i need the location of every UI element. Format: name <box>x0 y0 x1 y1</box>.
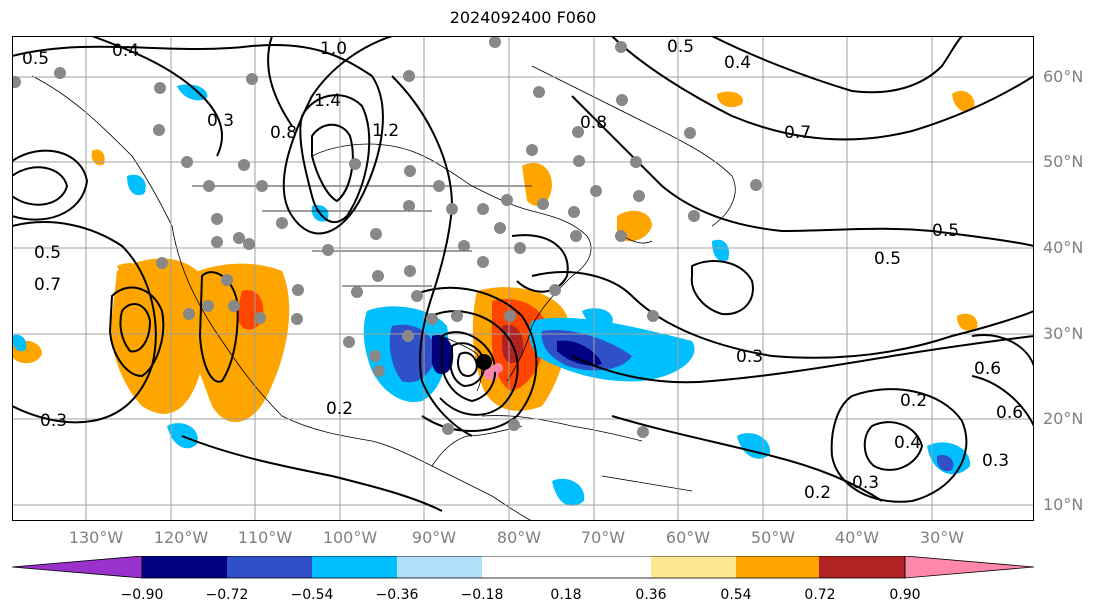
lon-label: 110°W <box>237 528 293 547</box>
contour-label: 0.6 <box>974 359 1001 379</box>
lon-label: 30°W <box>919 528 965 547</box>
station-markers <box>12 36 762 438</box>
colorbar-tick-label: −0.72 <box>205 587 249 603</box>
contour-label: 0.8 <box>270 123 297 143</box>
contour-label: 0.4 <box>724 53 751 73</box>
storm-center <box>476 354 503 373</box>
colorbar-swatch <box>736 556 820 578</box>
contour-label: 0.2 <box>326 399 353 419</box>
contour-label: 0.3 <box>982 451 1009 471</box>
lat-label: 60°N <box>1043 67 1084 86</box>
contour-label: 0.3 <box>736 347 763 367</box>
colorbar-tick-label: 0.90 <box>889 587 921 603</box>
contour-label: 0.3 <box>40 411 67 431</box>
gridlines <box>12 36 1034 521</box>
map-title: 2024092400 F060 <box>449 8 597 27</box>
colorbar-extend-min <box>12 556 143 579</box>
colorbar-swatch <box>482 556 651 578</box>
contour-label: 0.6 <box>996 403 1023 423</box>
lat-label: 50°N <box>1043 152 1084 171</box>
colorbar-swatch <box>312 556 397 578</box>
contour-label: 0.5 <box>874 249 901 269</box>
lat-label: 10°N <box>1043 495 1084 514</box>
lon-label: 130°W <box>68 528 124 547</box>
map-border <box>12 36 1034 521</box>
contour-label: 0.7 <box>784 123 811 143</box>
colorbar-swatch <box>819 556 905 578</box>
contour-label: 0.5 <box>34 243 61 263</box>
colorbar-swatch <box>142 556 227 578</box>
lon-label: 60°W <box>665 528 711 547</box>
contour-label: 0.3 <box>207 111 234 131</box>
contour-lines <box>12 36 1034 512</box>
lon-label: 80°W <box>496 528 542 547</box>
contour-label: 1.4 <box>314 91 341 111</box>
colorbar-swatch <box>651 556 736 578</box>
lon-label: 50°W <box>750 528 796 547</box>
colorbar-tick-label: −0.36 <box>375 587 419 603</box>
contour-label: 0.7 <box>34 275 61 295</box>
colorbar-swatch <box>227 556 312 578</box>
lon-label: 70°W <box>580 528 626 547</box>
colorbar-frame <box>141 556 906 579</box>
contour-label: 0.5 <box>932 221 959 241</box>
colorbar-tick-label: 0.36 <box>635 587 667 603</box>
colorbar-tick-label: 0.72 <box>804 587 836 603</box>
contour-label: 0.4 <box>894 433 921 453</box>
colorbar-tick-label: −0.90 <box>120 587 164 603</box>
contour-label: 0.3 <box>852 473 879 493</box>
lon-label: 120°W <box>153 528 209 547</box>
colorbar <box>12 556 1035 579</box>
colorbar-swatch <box>397 556 482 578</box>
lon-label: 40°W <box>834 528 880 547</box>
contour-label: 0.5 <box>667 37 694 57</box>
lat-label: 40°N <box>1043 238 1084 257</box>
contour-label: 1.2 <box>372 121 399 141</box>
colorbar-tick-label: 0.54 <box>720 587 752 603</box>
contour-label-group: 0.5 0.4 1.0 1.4 0.8 0.3 0.5 0.8 0.7 0.5 … <box>22 37 1023 503</box>
map-panel: 0.5 0.4 1.0 1.4 0.8 0.3 0.5 0.8 0.7 0.5 … <box>12 36 1034 521</box>
contour-label: 0.2 <box>804 483 831 503</box>
colorbar-extend-max <box>904 556 1035 579</box>
lon-label: 100°W <box>322 528 378 547</box>
contour-label: 0.8 <box>580 113 607 133</box>
lon-label: 90°W <box>411 528 457 547</box>
contour-label: 0.5 <box>22 49 49 69</box>
colorbar-tick-label: −0.18 <box>460 587 504 603</box>
lat-label: 20°N <box>1043 409 1084 428</box>
contour-label: 0.4 <box>112 41 139 61</box>
colorbar-tick-label: −0.54 <box>290 587 334 603</box>
contour-label: 1.0 <box>320 39 347 59</box>
contour-label: 0.2 <box>900 391 927 411</box>
lat-label: 30°N <box>1043 324 1084 343</box>
colorbar-tick-label: 0.18 <box>550 587 582 603</box>
